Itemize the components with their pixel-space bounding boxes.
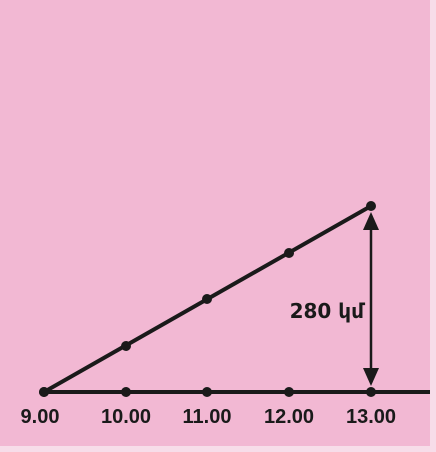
arrowhead-down-icon	[363, 368, 379, 386]
time-label-10: 10.00	[101, 406, 151, 428]
baseline-point-13	[366, 387, 376, 397]
baseline-point-9	[39, 387, 49, 397]
rising-point-11	[202, 294, 212, 304]
distance-label: 280 կմ	[290, 299, 366, 323]
rising-point-10	[121, 341, 131, 351]
distance-dimension-arrow	[363, 212, 379, 386]
baseline-point-12	[284, 387, 294, 397]
baseline-point-10	[121, 387, 131, 397]
rising-point-13	[366, 201, 376, 211]
rising-point-12	[284, 248, 294, 258]
diagram-background	[0, 0, 430, 446]
arrowhead-up-icon	[363, 212, 379, 230]
time-labels: 9.00 10.00 11.00 12.00 13.00	[21, 406, 397, 428]
time-label-11: 11.00	[183, 406, 232, 428]
baseline-points	[39, 387, 376, 397]
time-label-12: 12.00	[264, 406, 314, 428]
rising-line-points	[39, 201, 376, 397]
time-label-9: 9.00	[21, 406, 60, 428]
baseline-point-11	[202, 387, 212, 397]
time-label-13: 13.00	[346, 406, 396, 428]
